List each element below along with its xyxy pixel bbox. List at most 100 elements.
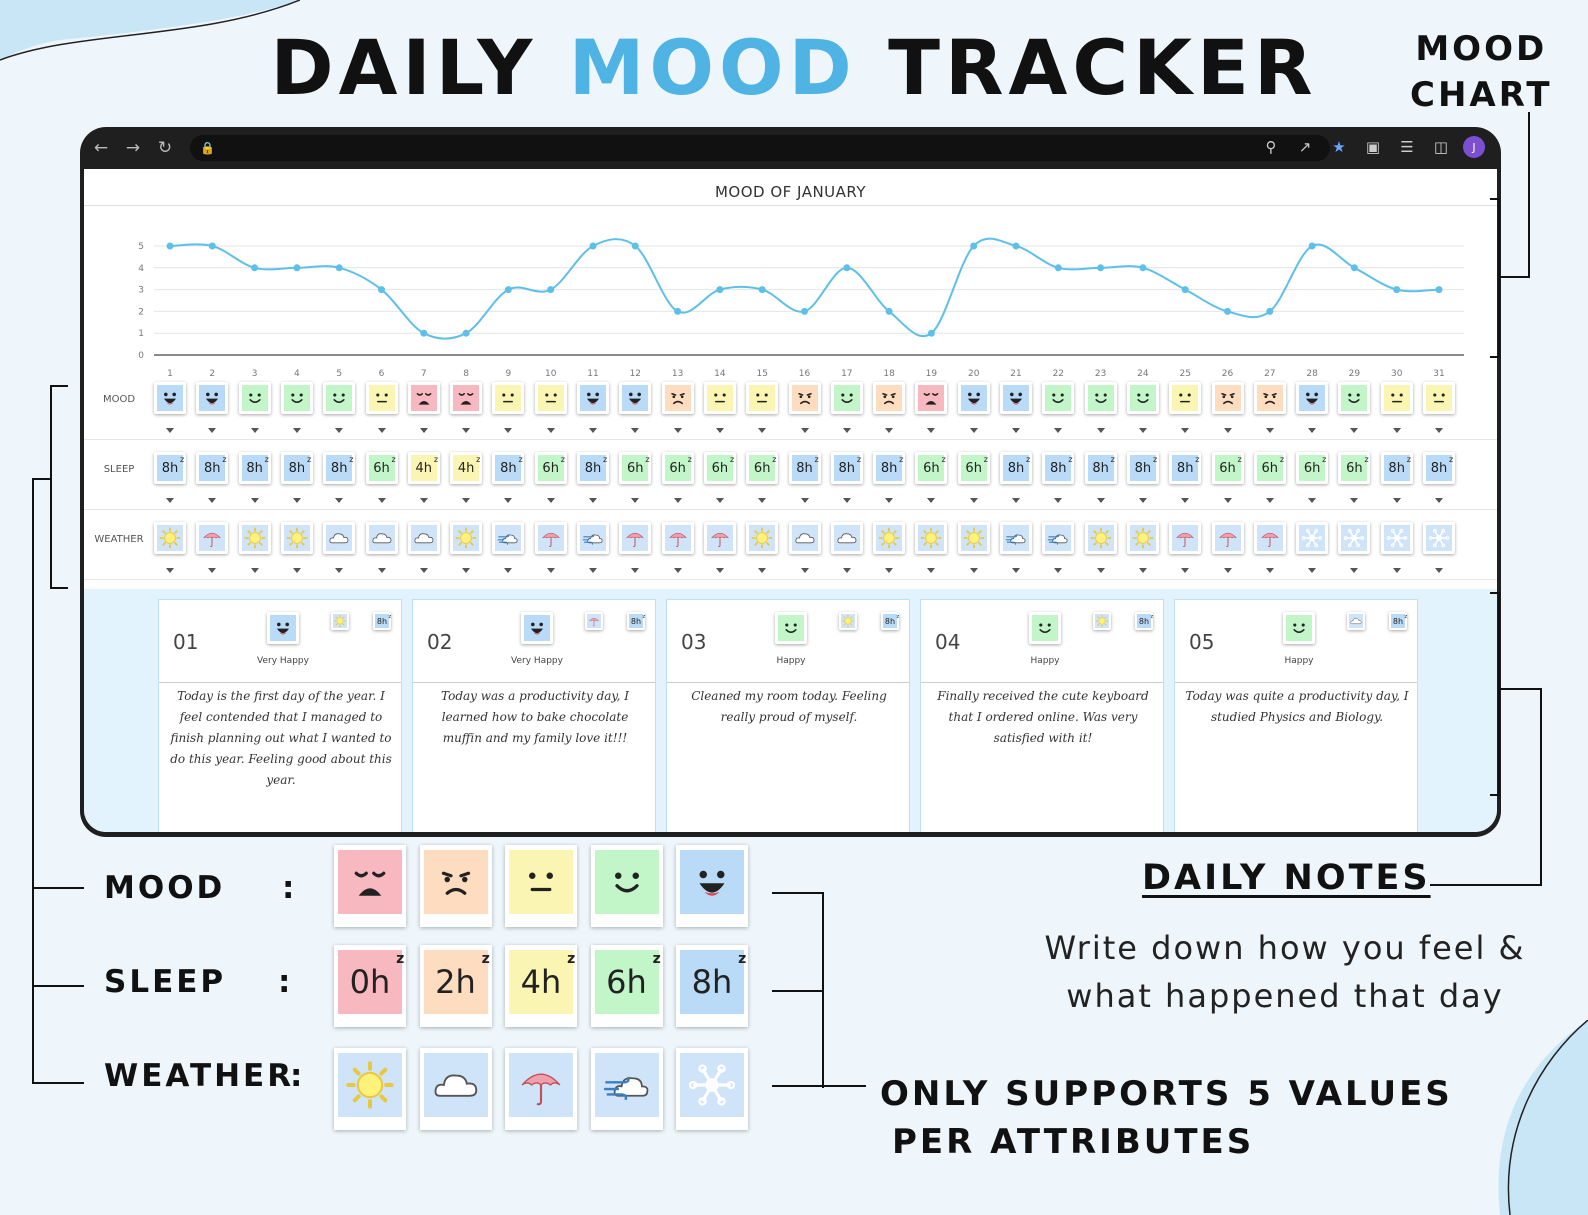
weather-cell[interactable] [1253, 522, 1286, 554]
sleep-cell[interactable]: 8h z [280, 452, 313, 484]
sleep-cell[interactable]: 8h z [238, 452, 271, 484]
dropdown-caret-icon[interactable] [758, 498, 767, 503]
mood-cell[interactable] [577, 382, 609, 414]
weather-cell[interactable] [661, 522, 694, 554]
reading-list-icon[interactable]: ☰ [1400, 138, 1414, 156]
sleep-cell[interactable]: 8h z [1169, 452, 1202, 484]
dropdown-caret-icon[interactable] [504, 498, 513, 503]
sleep-cell[interactable]: 6h z [957, 452, 990, 484]
mood-cell[interactable] [196, 382, 229, 414]
dropdown-caret-icon[interactable] [1054, 568, 1063, 573]
weather-cell[interactable] [1211, 522, 1244, 554]
mood-cell[interactable] [915, 382, 948, 414]
address-bar[interactable]: 🔒 [190, 135, 1330, 161]
share-icon[interactable]: ↗ [1298, 138, 1312, 156]
sleep-cell[interactable]: 6h z [1296, 452, 1329, 484]
dropdown-caret-icon[interactable] [1096, 568, 1105, 573]
dropdown-caret-icon[interactable] [1223, 568, 1232, 573]
weather-cell[interactable] [154, 522, 186, 554]
dropdown-caret-icon[interactable] [589, 498, 597, 503]
dropdown-caret-icon[interactable] [1054, 428, 1063, 433]
weather-cell[interactable] [492, 522, 525, 554]
note-text[interactable]: Cleaned my room today. Feeling really pr… [691, 689, 887, 724]
back-icon[interactable]: ← [93, 138, 109, 158]
dropdown-caret-icon[interactable] [1435, 568, 1443, 573]
dropdown-caret-icon[interactable] [335, 428, 344, 433]
mood-cell[interactable] [619, 382, 652, 414]
sleep-cell[interactable]: 8h z [1423, 452, 1455, 484]
dropdown-caret-icon[interactable] [1012, 568, 1020, 573]
mood-cell[interactable] [323, 382, 356, 414]
dropdown-caret-icon[interactable] [927, 428, 936, 433]
weather-cell[interactable] [1042, 522, 1075, 554]
dropdown-caret-icon[interactable] [1181, 428, 1190, 433]
dropdown-caret-icon[interactable] [419, 428, 428, 433]
note-card[interactable]: 04 Happy 8h z Finally received the cute keyb… [920, 599, 1164, 832]
dropdown-caret-icon[interactable] [842, 498, 851, 503]
mood-cell[interactable] [830, 382, 863, 414]
sleep-cell[interactable]: 6h z [746, 452, 779, 484]
dropdown-caret-icon[interactable] [1308, 428, 1317, 433]
mood-cell[interactable] [1042, 382, 1075, 414]
weather-cell[interactable] [1296, 522, 1329, 554]
dropdown-caret-icon[interactable] [1308, 498, 1317, 503]
mood-cell[interactable] [1423, 382, 1455, 414]
dropdown-caret-icon[interactable] [1350, 568, 1359, 573]
weather-cell[interactable] [323, 522, 356, 554]
sleep-cell[interactable]: 6h z [1253, 452, 1286, 484]
note-text[interactable]: Today was a productivity day, I learned … [441, 689, 629, 745]
mood-cell[interactable] [1296, 382, 1329, 414]
dropdown-caret-icon[interactable] [250, 428, 259, 433]
dropdown-caret-icon[interactable] [462, 428, 471, 433]
mood-cell[interactable] [407, 382, 440, 414]
dropdown-caret-icon[interactable] [842, 568, 851, 573]
dropdown-caret-icon[interactable] [546, 498, 555, 503]
dropdown-caret-icon[interactable] [1308, 568, 1317, 573]
dropdown-caret-icon[interactable] [715, 428, 724, 433]
sleep-cell[interactable]: 4h z [450, 452, 483, 484]
weather-cell[interactable] [577, 522, 609, 554]
dropdown-caret-icon[interactable] [1435, 428, 1443, 433]
sleep-cell[interactable]: 8h z [323, 452, 356, 484]
dropdown-caret-icon[interactable] [589, 428, 597, 433]
weather-cell[interactable] [830, 522, 863, 554]
dropdown-caret-icon[interactable] [292, 428, 301, 433]
weather-cell[interactable] [703, 522, 736, 554]
dropdown-caret-icon[interactable] [885, 428, 894, 433]
weather-cell[interactable] [238, 522, 271, 554]
dropdown-caret-icon[interactable] [166, 428, 174, 433]
weather-cell[interactable] [746, 522, 779, 554]
weather-cell[interactable] [873, 522, 906, 554]
weather-cell[interactable] [788, 522, 821, 554]
weather-cell[interactable] [280, 522, 313, 554]
dropdown-caret-icon[interactable] [758, 428, 767, 433]
dropdown-caret-icon[interactable] [377, 428, 386, 433]
weather-cell[interactable] [957, 522, 990, 554]
extensions-icon[interactable]: ▣ [1365, 138, 1381, 156]
sleep-cell[interactable]: 8h z [830, 452, 863, 484]
dropdown-caret-icon[interactable] [1223, 498, 1232, 503]
mood-cell[interactable] [280, 382, 313, 414]
sleep-cell[interactable]: 8h z [1084, 452, 1117, 484]
dropdown-caret-icon[interactable] [335, 568, 344, 573]
mood-cell[interactable] [957, 382, 990, 414]
dropdown-caret-icon[interactable] [1223, 428, 1232, 433]
dropdown-caret-icon[interactable] [1350, 498, 1359, 503]
dropdown-caret-icon[interactable] [885, 498, 894, 503]
dropdown-caret-icon[interactable] [1265, 498, 1274, 503]
dropdown-caret-icon[interactable] [842, 428, 851, 433]
weather-cell[interactable] [196, 522, 229, 554]
dropdown-caret-icon[interactable] [1265, 568, 1274, 573]
dropdown-caret-icon[interactable] [1392, 568, 1401, 573]
dropdown-caret-icon[interactable] [462, 568, 471, 573]
dropdown-caret-icon[interactable] [462, 498, 471, 503]
avatar[interactable]: J [1463, 136, 1485, 158]
dropdown-caret-icon[interactable] [1392, 428, 1401, 433]
dropdown-caret-icon[interactable] [1054, 498, 1063, 503]
dropdown-caret-icon[interactable] [377, 568, 386, 573]
dropdown-caret-icon[interactable] [1138, 428, 1147, 433]
dropdown-caret-icon[interactable] [715, 498, 724, 503]
mood-cell[interactable] [873, 382, 906, 414]
note-card[interactable]: 03 Happy 8h z Cleaned my room today. Feeling… [666, 599, 910, 832]
sleep-cell[interactable]: 6h z [915, 452, 948, 484]
